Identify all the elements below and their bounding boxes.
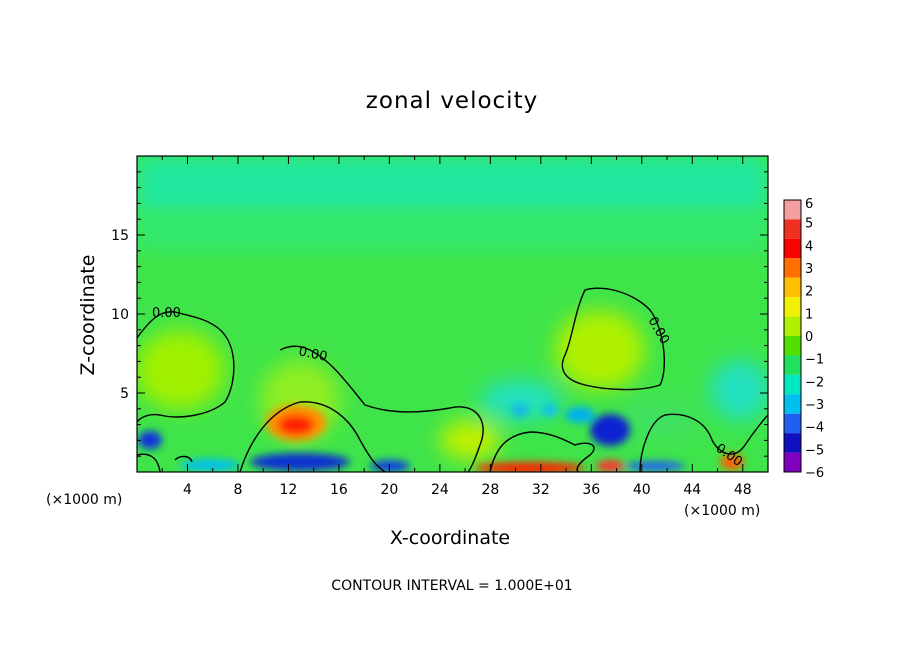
x-tick-label: 48 <box>734 482 752 498</box>
blob-right-warm <box>555 310 645 390</box>
contour-small-loop <box>174 455 193 463</box>
contour-left-bottom <box>137 453 161 472</box>
x-tick-label: 28 <box>481 482 499 498</box>
heatmap-field <box>137 156 768 472</box>
colorbar-label: 5 <box>805 217 813 232</box>
x-tick-label: 24 <box>431 482 449 498</box>
warm-band-surface <box>475 462 585 472</box>
cold-band-center <box>250 453 350 471</box>
y-tick-label: 10 <box>111 307 129 323</box>
upper-transition-layer <box>137 210 768 250</box>
x-axis-label: X-coordinate <box>389 527 511 549</box>
colorbar-label: 3 <box>805 262 813 277</box>
colorbar-swatch <box>784 355 801 375</box>
x-tick-label: 32 <box>532 482 550 498</box>
blob-yellow <box>440 420 500 460</box>
broad-features <box>137 310 768 460</box>
colorbar-swatch <box>784 374 801 395</box>
contour-far-right <box>639 413 768 472</box>
contour-center-upper <box>279 345 484 472</box>
warm-core-red <box>278 415 314 435</box>
cold-core-right <box>590 414 630 446</box>
colorbar-label: 0 <box>805 330 813 345</box>
colorbar-swatch <box>784 219 801 239</box>
colorbar-label: −1 <box>805 353 824 368</box>
colorbar-label: 6 <box>805 197 813 212</box>
colorbar-swatch <box>784 394 801 414</box>
contour-center-lower <box>239 401 386 472</box>
colorbar-swatch <box>784 433 801 453</box>
colorbar-label: 2 <box>805 285 813 300</box>
x-tick-label: 4 <box>183 482 192 498</box>
blob-green <box>620 400 700 440</box>
colorbar-swatch <box>784 316 801 336</box>
colorbar-label: −3 <box>805 398 824 413</box>
colorbar: 6 5 4 3 2 1 0 −1 −2 −3 −4 −5 −6 <box>783 197 824 481</box>
zero-contours <box>137 287 768 472</box>
y-tick-label: 15 <box>111 228 129 244</box>
colorbar-swatch <box>784 413 801 434</box>
x-tick-label: 44 <box>683 482 701 498</box>
sharp-features <box>138 404 744 472</box>
colorbar-swatch <box>784 277 801 298</box>
x-axis-ticks: 4 8 12 16 20 24 28 32 36 40 44 48 <box>161 156 752 498</box>
blob-left-warm <box>137 330 225 410</box>
colorbar-swatch <box>784 452 801 472</box>
x-unit-left-label: (×1000 m) <box>46 492 123 508</box>
cold-spot-small <box>542 404 558 416</box>
contour-interval-note: CONTOUR INTERVAL = 1.000E+01 <box>331 578 573 594</box>
contour-label-1: 0.00 <box>152 306 181 321</box>
x-tick-label: 16 <box>330 482 348 498</box>
chart-title: zonal velocity <box>365 88 539 114</box>
colorbar-label: −4 <box>805 421 824 436</box>
colorbar-swatch <box>784 297 801 317</box>
colorbar-label: −2 <box>805 375 824 390</box>
warm-spot-right <box>720 454 744 470</box>
y-tick-label: 5 <box>120 386 129 402</box>
contour-right-upper <box>561 287 665 391</box>
warm-spot-surface <box>596 460 624 472</box>
blob-cyan-1 <box>480 380 560 420</box>
x-tick-label: 12 <box>280 482 298 498</box>
colorbar-label: 4 <box>805 239 813 254</box>
colorbar-label: 1 <box>805 307 813 322</box>
x-unit-right-label: (×1000 m) <box>684 503 761 519</box>
colorbar-swatch <box>784 336 801 356</box>
blob-cyan-2 <box>710 360 768 420</box>
cold-spot-small-2 <box>512 404 528 416</box>
upper-cyan-layer <box>137 156 768 216</box>
cold-spot-left <box>138 431 162 449</box>
colorbar-swatch <box>784 238 801 259</box>
contour-label-2: 0.00 <box>297 344 328 365</box>
cold-band-right <box>625 461 685 471</box>
cold-band-left <box>180 459 240 471</box>
x-tick-label: 36 <box>582 482 600 498</box>
colorbar-swatch <box>784 258 801 278</box>
contour-left <box>137 311 235 423</box>
x-tick-label: 40 <box>633 482 651 498</box>
x-tick-label: 20 <box>380 482 398 498</box>
cold-edge-right <box>565 407 595 423</box>
x-tick-label: 8 <box>233 482 242 498</box>
cold-band-mid <box>370 460 410 472</box>
contour-right-lower <box>489 431 595 472</box>
colorbar-label: −6 <box>805 466 824 481</box>
colorbar-swatch <box>784 200 801 220</box>
colorbar-frame <box>783 199 802 473</box>
y-axis-ticks: 5 10 15 <box>111 171 768 457</box>
colorbar-label: −5 <box>805 443 824 458</box>
